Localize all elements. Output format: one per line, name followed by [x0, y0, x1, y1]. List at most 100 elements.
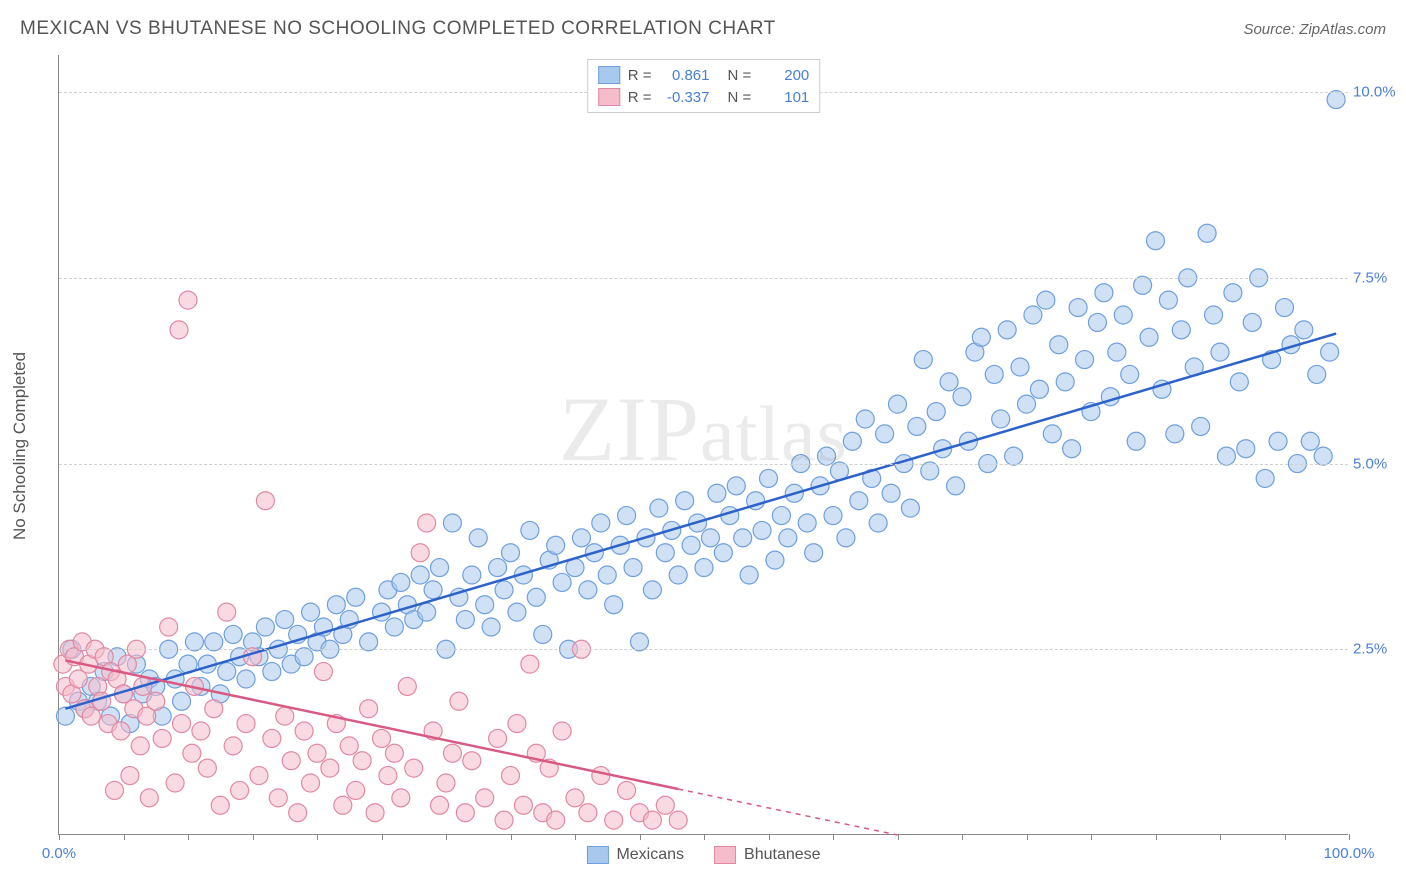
data-point: [495, 811, 513, 829]
data-point: [211, 796, 229, 814]
data-point: [1127, 432, 1145, 450]
data-point: [695, 559, 713, 577]
data-point: [547, 811, 565, 829]
trend-line-dashed: [678, 789, 897, 835]
x-tick-label: 0.0%: [42, 845, 76, 862]
legend-correlation-row: R =-0.337N =101: [598, 86, 810, 108]
data-point: [798, 514, 816, 532]
data-point: [669, 811, 687, 829]
data-point: [624, 559, 642, 577]
data-point: [1043, 425, 1061, 443]
data-point: [1243, 313, 1261, 331]
trend-line: [65, 660, 678, 789]
data-point: [218, 603, 236, 621]
legend-swatch: [714, 846, 736, 864]
data-point: [185, 633, 203, 651]
data-point: [1140, 328, 1158, 346]
data-point: [424, 581, 442, 599]
data-point: [443, 744, 461, 762]
data-point: [282, 752, 300, 770]
data-point: [650, 499, 668, 517]
x-tick-mark: [575, 834, 576, 840]
data-point: [1192, 417, 1210, 435]
trend-line: [65, 334, 1336, 709]
data-point: [321, 759, 339, 777]
data-point: [366, 804, 384, 822]
data-point: [495, 581, 513, 599]
data-point: [727, 477, 745, 495]
data-point: [334, 796, 352, 814]
data-point: [1301, 432, 1319, 450]
data-point: [456, 611, 474, 629]
data-point: [882, 484, 900, 502]
data-point: [392, 789, 410, 807]
data-point: [302, 603, 320, 621]
data-point: [656, 544, 674, 562]
data-point: [889, 395, 907, 413]
data-point: [256, 492, 274, 510]
data-point: [263, 729, 281, 747]
data-point: [450, 692, 468, 710]
data-point: [170, 321, 188, 339]
data-point: [1327, 91, 1345, 109]
legend-n-label: N =: [728, 67, 752, 84]
data-point: [572, 529, 590, 547]
data-point: [1217, 447, 1235, 465]
data-point: [183, 744, 201, 762]
data-point: [1172, 321, 1190, 339]
data-point: [760, 469, 778, 487]
data-point: [1121, 365, 1139, 383]
data-point: [1114, 306, 1132, 324]
legend-series-label: Mexicans: [616, 846, 684, 864]
data-point: [327, 596, 345, 614]
x-tick-mark: [188, 834, 189, 840]
data-point: [482, 618, 500, 636]
data-point: [302, 774, 320, 792]
data-point: [373, 729, 391, 747]
chart-source: Source: ZipAtlas.com: [1243, 21, 1386, 38]
data-point: [1108, 343, 1126, 361]
x-tick-mark: [124, 834, 125, 840]
x-tick-mark: [1285, 834, 1286, 840]
data-point: [205, 700, 223, 718]
data-point: [56, 707, 74, 725]
data-point: [360, 700, 378, 718]
gridline: [59, 464, 1348, 465]
data-point: [837, 529, 855, 547]
data-point: [592, 514, 610, 532]
data-point: [276, 707, 294, 725]
data-point: [553, 573, 571, 591]
x-tick-mark: [769, 834, 770, 840]
data-point: [489, 559, 507, 577]
data-point: [818, 447, 836, 465]
data-point: [547, 536, 565, 554]
data-point: [437, 774, 455, 792]
legend-swatch: [598, 88, 620, 106]
x-tick-mark: [1027, 834, 1028, 840]
data-point: [1063, 440, 1081, 458]
data-point: [656, 796, 674, 814]
data-point: [1308, 365, 1326, 383]
legend-n-value: 200: [759, 67, 809, 84]
data-point: [579, 804, 597, 822]
data-point: [876, 425, 894, 443]
data-point: [1134, 276, 1152, 294]
data-point: [411, 544, 429, 562]
data-point: [237, 670, 255, 688]
x-tick-label: 100.0%: [1324, 845, 1375, 862]
legend-r-label: R =: [628, 67, 652, 84]
data-point: [205, 633, 223, 651]
data-point: [805, 544, 823, 562]
data-point: [972, 328, 990, 346]
data-point: [1224, 284, 1242, 302]
data-point: [218, 663, 236, 681]
data-point: [1256, 469, 1274, 487]
data-point: [1056, 373, 1074, 391]
data-point: [173, 692, 191, 710]
data-point: [237, 715, 255, 733]
data-point: [131, 737, 149, 755]
data-point: [669, 566, 687, 584]
data-point: [1037, 291, 1055, 309]
data-point: [598, 566, 616, 584]
data-point: [953, 388, 971, 406]
